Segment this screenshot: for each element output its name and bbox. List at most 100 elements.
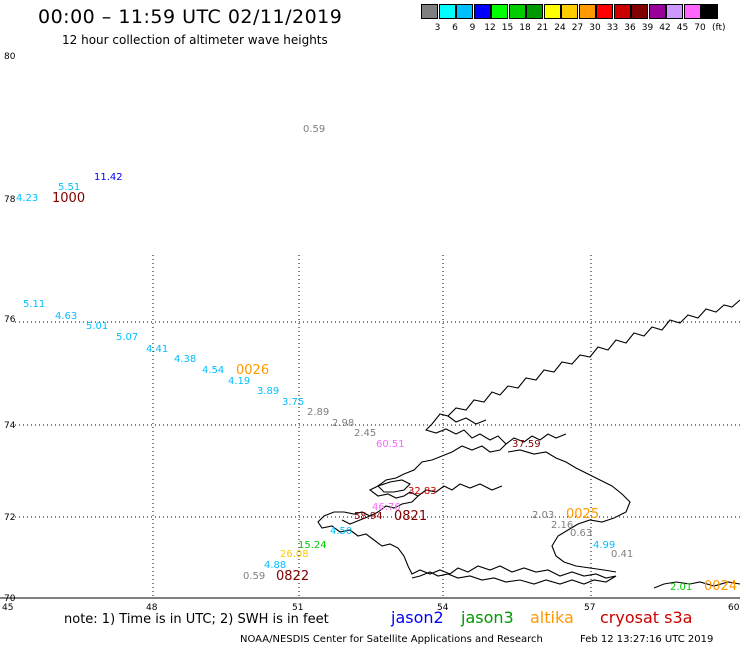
pass-time-label: 1000 (52, 191, 85, 206)
wave-height-value: 2.16 (551, 520, 573, 531)
legend-label: 42 (659, 23, 671, 33)
color-legend: 3 6 9 12 15 18 21 24 27 30 33 36 39 42 45 70 (ft) (421, 4, 731, 34)
coastline-fjords (341, 415, 567, 525)
satellite-label-jason3: jason3 (461, 608, 514, 627)
legend-swatch (666, 4, 683, 19)
wave-height-value: 2.45 (354, 428, 376, 439)
lat-tick-80: 80 (4, 52, 16, 62)
wave-height-value: 58.94 (354, 511, 383, 522)
wave-height-value: 2.98 (332, 418, 354, 429)
wave-height-value: 0.59 (303, 124, 325, 135)
legend-label: 21 (536, 23, 549, 33)
legend-label: 27 (571, 23, 584, 33)
wave-height-value: 2.03 (532, 510, 554, 521)
legend-label: 12 (484, 23, 496, 33)
legend-swatch (508, 4, 526, 19)
legend-swatch (456, 4, 473, 19)
lon-tick-54: 54 (437, 603, 449, 613)
legend-label: 6 (452, 23, 458, 33)
page-subtitle: 12 hour collection of altimeter wave hei… (62, 33, 328, 47)
wave-height-value: 4.41 (146, 344, 168, 355)
lon-tick-45: 45 (2, 603, 13, 613)
legend-label: 45 (676, 23, 689, 33)
legend-swatch (561, 4, 578, 19)
pass-time-label: 0025 (566, 507, 599, 522)
legend-swatch (526, 4, 543, 19)
satellite-label-cryosat-s3a: cryosat s3a (600, 608, 693, 627)
generated-timestamp: Feb 12 13:27:16 UTC 2019 (580, 634, 714, 645)
wave-height-value: 2.89 (307, 407, 329, 418)
legend-swatch (543, 4, 561, 19)
legend-label: 9 (469, 23, 476, 33)
wave-height-labels: 0.59 11.42 5.51 4.23 5.11 4.63 5.01 5.07… (16, 124, 692, 593)
wave-height-value: 4.38 (174, 354, 196, 365)
wave-height-value: 32.83 (408, 486, 437, 497)
lat-tick-74: 74 (4, 421, 16, 431)
legend-swatch (473, 4, 491, 19)
coastline-greenland (317, 299, 740, 589)
legend-swatch (631, 4, 648, 19)
legend-label: 3 (434, 23, 441, 33)
legend-unit: (ft) (712, 23, 726, 33)
wave-height-value: 4.23 (16, 193, 38, 204)
wave-height-value: 4.88 (264, 560, 286, 571)
legend-swatch (701, 4, 718, 19)
wave-height-value: 4.63 (55, 311, 77, 322)
wave-height-value: 26.08 (280, 549, 309, 560)
wave-height-value: 5.11 (23, 299, 45, 310)
coastline-disko-island (376, 479, 411, 493)
wave-height-value: 37.59 (512, 439, 541, 450)
legend-label: 24 (554, 23, 566, 33)
wave-height-value: 0.41 (611, 549, 633, 560)
credit-line: NOAA/NESDIS Center for Satellite Applica… (240, 634, 543, 645)
legend-swatch (491, 4, 508, 19)
wave-height-value: 5.51 (58, 182, 80, 193)
wave-height-value: 3.75 (282, 397, 304, 408)
legend-swatch (648, 4, 666, 19)
lat-tick-70: 70 (4, 594, 16, 604)
legend-label: 18 (519, 23, 531, 33)
legend-label: 15 (501, 23, 514, 33)
legend-swatch (578, 4, 596, 19)
wave-height-value: 4.54 (202, 365, 224, 376)
wave-height-value: 0.59 (243, 571, 265, 582)
wave-height-value: 4.99 (593, 540, 615, 551)
coastline-southern-island (653, 581, 740, 589)
coastline-inner (507, 449, 631, 573)
wave-height-value: 5.01 (86, 321, 108, 332)
pass-time-label: 0822 (276, 569, 309, 584)
wave-height-value: 4.19 (228, 376, 250, 387)
wave-height-value: 3.89 (257, 386, 279, 397)
graticule (15, 255, 740, 598)
wave-height-value: 60.51 (376, 439, 405, 450)
pass-time-labels: 1000 0026 0821 0822 0025 0024 (52, 191, 737, 594)
satellite-label-altika: altika (530, 608, 574, 627)
wave-height-value: 5.07 (116, 332, 138, 343)
wave-height-value: 4.50 (330, 526, 352, 537)
legend-label: 33 (606, 23, 619, 33)
pass-time-label: 0024 (704, 579, 737, 594)
legend-label: 36 (624, 23, 636, 33)
lon-tick-48: 48 (146, 603, 158, 613)
legend-swatch (613, 4, 631, 19)
pass-time-label: 0821 (394, 509, 427, 524)
lat-tick-72: 72 (4, 513, 15, 523)
pass-time-label: 0026 (236, 363, 269, 378)
wave-height-value: 2.01 (670, 582, 692, 593)
lon-tick-51: 51 (292, 603, 303, 613)
satellite-label-jason2: jason2 (391, 608, 444, 627)
lon-tick-60: 60 (728, 603, 740, 613)
legend-swatch (596, 4, 613, 19)
legend-label: 39 (641, 23, 654, 33)
footer-note: note: 1) Time is in UTC; 2) SWH is in fe… (64, 612, 329, 627)
wave-height-value: 11.42 (94, 172, 123, 183)
wave-height-value: 0.63 (570, 528, 592, 539)
coastline-main (317, 299, 740, 585)
legend-swatch (421, 4, 438, 19)
wave-height-value: 15.24 (298, 540, 327, 551)
lon-tick-57: 57 (584, 603, 595, 613)
page-title: 00:00 – 11:59 UTC 02/11/2019 (38, 6, 343, 28)
lat-tick-76: 76 (4, 315, 16, 325)
legend-label: 70 (694, 23, 706, 33)
